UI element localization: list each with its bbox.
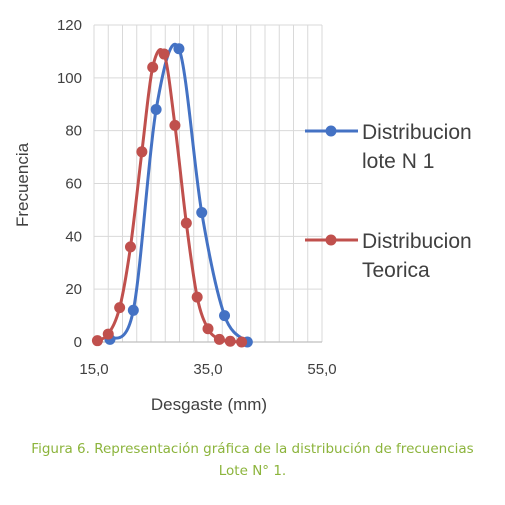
data-point (102, 328, 114, 340)
data-point (124, 241, 136, 253)
data-point (91, 335, 103, 347)
legend-swatch-marker (325, 125, 337, 137)
data-point (114, 302, 126, 314)
legend: Distribucion lote N 1 Distribucion Teori… (305, 121, 472, 282)
y-tick-label: 20 (65, 281, 82, 298)
y-axis-title: Frecuencia (13, 142, 32, 227)
series-2 (91, 48, 248, 348)
caption-line-1: Figura 6. Representación gráfica de la d… (31, 441, 474, 457)
data-point (219, 310, 231, 322)
data-point (202, 323, 214, 335)
x-tick-label: 55,0 (307, 361, 336, 378)
data-point (158, 48, 170, 60)
legend-swatch-marker (325, 234, 337, 246)
data-point (191, 291, 203, 303)
series-line-1 (108, 42, 249, 344)
data-point (213, 333, 225, 345)
y-tick-label: 40 (65, 228, 82, 245)
data-point (180, 217, 192, 229)
data-point (147, 61, 159, 73)
x-axis-title: Desgaste (mm) (151, 395, 267, 414)
y-tick-label: 120 (57, 17, 82, 34)
tick-labels: 0 20 40 60 80 100 120 15,0 35,0 55,0 (57, 17, 337, 378)
data-point (196, 207, 208, 219)
legend-entry-series-1: Distribucion lote N 1 (305, 121, 472, 173)
figure-caption: Figura 6. Representación gráfica de la d… (0, 438, 505, 482)
data-point (136, 146, 148, 158)
x-tick-label: 35,0 (193, 361, 222, 378)
legend-label-series-2-line-1: Distribucion (362, 230, 472, 253)
data-point (224, 335, 236, 347)
y-tick-label: 100 (57, 70, 82, 87)
legend-label-series-1-line-1: Distribucion (362, 121, 472, 144)
y-tick-label: 0 (74, 334, 82, 351)
legend-entry-series-2: Distribucion Teorica (305, 230, 472, 282)
grid (93, 24, 323, 343)
data-point (127, 304, 139, 316)
caption-line-2: Lote N° 1. (218, 463, 287, 479)
data-point (169, 119, 181, 131)
y-tick-label: 60 (65, 176, 82, 193)
series-1 (104, 42, 253, 348)
series-layer (91, 42, 253, 348)
legend-label-series-1-line-2: lote N 1 (362, 150, 434, 173)
data-point (150, 104, 162, 116)
legend-label-series-2-line-2: Teorica (362, 259, 430, 282)
data-point (236, 336, 248, 348)
data-point (173, 43, 185, 55)
y-tick-label: 80 (65, 123, 82, 140)
x-tick-label: 15,0 (79, 361, 108, 378)
chart: 0 20 40 60 80 100 120 15,0 35,0 55,0 Desgaste (mm… (13, 17, 472, 414)
